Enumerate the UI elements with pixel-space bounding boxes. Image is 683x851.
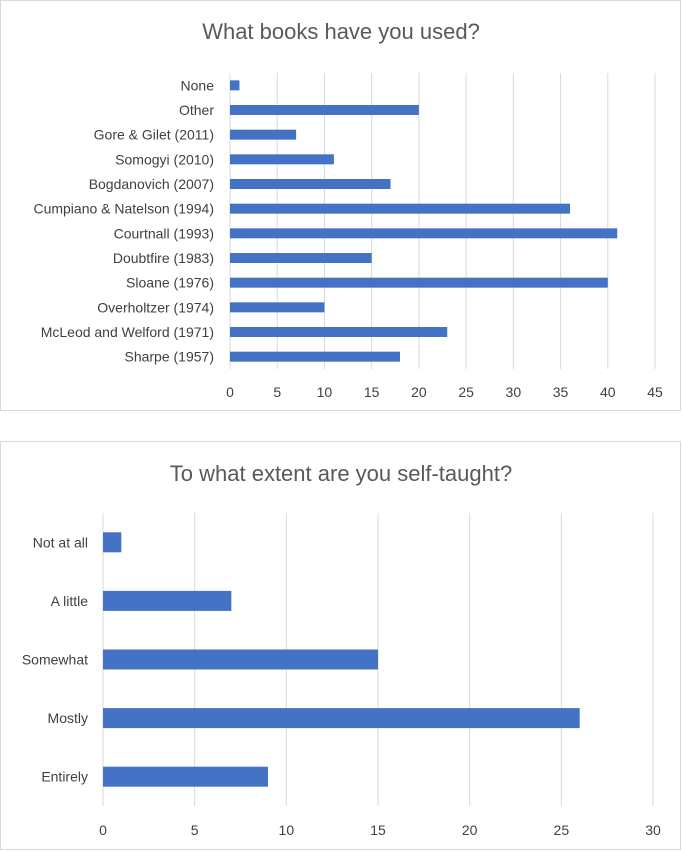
chart-self-taught: To what extent are you self-taught? Not … xyxy=(0,441,681,850)
x-tick-label: 10 xyxy=(317,384,333,400)
chart-books-used: What books have you used? None Other Gore … xyxy=(0,0,681,411)
x-tick-label: 10 xyxy=(279,822,295,838)
bar xyxy=(230,351,400,362)
category-label: Cumpiano & Natelson (1994) xyxy=(33,201,214,217)
chart-self-taught-svg: To what extent are you self-taught? Not … xyxy=(22,461,661,838)
bar xyxy=(103,532,122,553)
bar xyxy=(103,590,232,611)
category-label: McLeod and Welford (1971) xyxy=(41,324,214,340)
category-label: Sharpe (1957) xyxy=(124,349,214,365)
category-label: None xyxy=(181,77,215,93)
bar xyxy=(103,649,378,670)
category-label: Overholtzer (1974) xyxy=(97,299,214,315)
x-tick-label: 15 xyxy=(370,822,386,838)
x-tick-label: 15 xyxy=(364,384,380,400)
bar xyxy=(230,302,325,313)
x-tick-label: 30 xyxy=(645,822,661,838)
bar xyxy=(230,327,448,337)
x-tick-label: 5 xyxy=(191,822,199,838)
category-label: Sloane (1976) xyxy=(126,275,214,291)
bar xyxy=(230,203,570,214)
bar xyxy=(230,80,240,91)
category-label: Somogyi (2010) xyxy=(115,151,214,167)
bar xyxy=(230,154,334,165)
x-tick-label: 0 xyxy=(226,384,234,400)
x-tick-label: 5 xyxy=(273,384,281,400)
category-label: Mostly xyxy=(48,710,88,726)
category-label: Other xyxy=(179,102,214,118)
category-label: Entirely xyxy=(41,769,88,785)
x-tick-label: 20 xyxy=(462,822,478,838)
x-tick-label: 25 xyxy=(458,384,474,400)
bar xyxy=(103,766,268,787)
category-label: Not at all xyxy=(33,534,88,550)
bar xyxy=(103,708,580,729)
bar xyxy=(230,228,618,239)
chart-title: To what extent are you self-taught? xyxy=(170,461,512,486)
bar xyxy=(230,105,419,115)
bar xyxy=(230,277,608,288)
x-tick-label: 35 xyxy=(553,384,569,400)
x-tick-label: 45 xyxy=(647,384,663,400)
bar xyxy=(230,179,391,189)
chart-title: What books have you used? xyxy=(202,19,480,44)
x-tick-label: 0 xyxy=(99,822,107,838)
bar xyxy=(230,253,372,263)
category-label: Somewhat xyxy=(22,652,88,668)
category-label: Gore & Gilet (2011) xyxy=(94,127,214,143)
category-label: Courtnall (1993) xyxy=(114,225,214,241)
x-tick-label: 30 xyxy=(506,384,522,400)
chart-books-used-svg: What books have you used? None Other Gore … xyxy=(33,19,663,400)
x-tick-label: 20 xyxy=(411,384,427,400)
category-label: Bogdanovich (2007) xyxy=(89,176,214,192)
category-label: Doubtfire (1983) xyxy=(113,250,214,266)
category-label: A little xyxy=(51,593,89,609)
x-tick-label: 25 xyxy=(554,822,570,838)
bar xyxy=(230,129,297,140)
x-tick-label: 40 xyxy=(600,384,616,400)
